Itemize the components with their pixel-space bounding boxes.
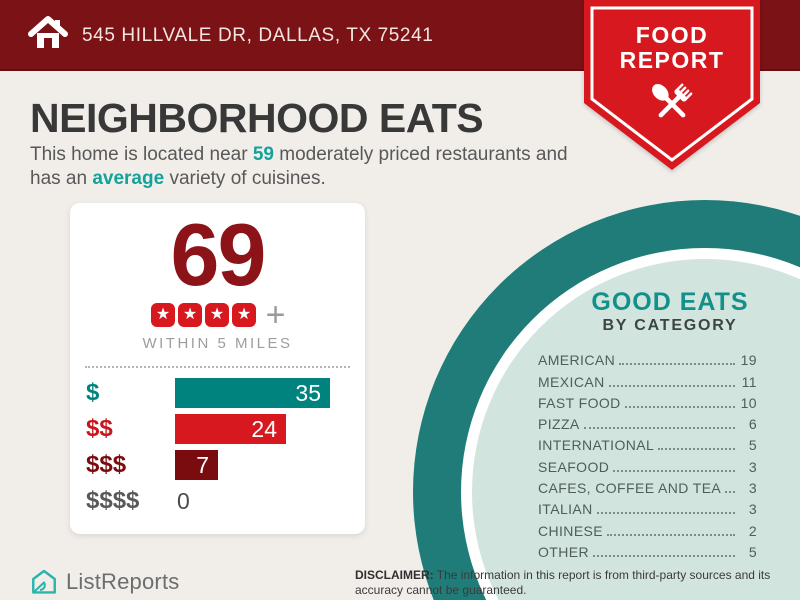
variety-highlight: average <box>92 168 165 189</box>
category-count: 3 <box>748 501 757 518</box>
category-name: INTERNATIONAL <box>538 437 655 454</box>
bar-track: 24 <box>175 414 365 444</box>
category-count: 5 <box>748 437 757 454</box>
category-count: 2 <box>748 522 757 539</box>
category-row: PIZZA 6 <box>538 411 757 432</box>
bar-fill: 24 <box>175 414 286 444</box>
category-row: MEXICAN 11 <box>538 368 757 390</box>
category-name: ITALIAN <box>538 501 593 518</box>
listreports-logo-text: ListReports <box>66 569 180 594</box>
category-row: INTERNATIONAL 5 <box>538 432 757 453</box>
bar-value: 35 <box>295 380 321 406</box>
star-icon: ★ <box>205 303 230 327</box>
category-row: SEAFOOD 3 <box>538 453 757 475</box>
dot-leader <box>624 405 735 408</box>
price-bar-row: $$$ 7 <box>70 447 365 483</box>
restaurant-score: 69 <box>170 205 267 304</box>
bar-track: 7 <box>175 450 365 480</box>
price-level-label: $$$ <box>86 451 127 478</box>
category-name: OTHER <box>538 543 589 560</box>
category-count: 3 <box>748 458 757 475</box>
plus-icon: + <box>265 296 286 334</box>
category-name: AMERICAN <box>538 352 616 369</box>
page-subtitle: This home is located near 59 moderately … <box>30 143 568 191</box>
category-row: CAFES, COFFEE AND TEA 3 <box>538 475 757 496</box>
dot-leader <box>725 491 735 494</box>
category-count: 6 <box>748 416 757 433</box>
category-name: MEXICAN <box>538 373 605 390</box>
category-name: PIZZA <box>538 416 580 433</box>
listreports-logo: ListReports <box>30 568 179 596</box>
badge-title-line1: FOOD <box>635 22 709 48</box>
score-card: 69 ★ ★ ★ ★ + WITHIN 5 MILES $35 $$ 24 $$$ 7 $$$$… <box>70 203 365 534</box>
star-tiles: ★ ★ ★ ★ <box>150 303 258 327</box>
good-eats-subtitle: BY CATEGORY <box>602 317 738 334</box>
price-bar-row: $$ 24 <box>70 411 365 447</box>
category-row: AMERICAN 19 <box>538 347 757 368</box>
dot-leader <box>607 533 735 536</box>
bar-fill: 35 <box>175 378 330 408</box>
category-count: 19 <box>740 352 757 369</box>
bar-value: 7 <box>196 452 209 478</box>
bar-track: 35 <box>175 378 365 408</box>
star-icon: ★ <box>151 303 176 327</box>
subtitle-text: This home is located near <box>30 144 253 165</box>
subtitle-text: variety of cuisines. <box>164 168 326 189</box>
price-level-label: $$ <box>86 415 113 442</box>
category-name: SEAFOOD <box>538 458 610 475</box>
dot-leader <box>613 469 735 472</box>
dot-leader <box>658 448 735 451</box>
bar-fill: 7 <box>175 450 218 480</box>
category-row: CHINESE 2 <box>538 517 757 539</box>
category-name: CAFES, COFFEE AND TEA <box>538 480 722 497</box>
dot-leader <box>608 384 735 387</box>
category-count: 3 <box>748 480 757 497</box>
category-name: CHINESE <box>538 522 604 539</box>
category-count: 5 <box>748 543 757 560</box>
score-caption: WITHIN 5 MILES <box>142 335 293 352</box>
category-row: OTHER 5 <box>538 539 757 560</box>
bar-value: 24 <box>251 416 277 442</box>
price-level-bar-chart: $35 $$ 24 $$$ 7 $$$$ 0 <box>70 375 365 519</box>
price-bar-row: $35 <box>70 375 365 411</box>
house-icon <box>28 16 68 48</box>
price-level-label: $ <box>86 379 100 406</box>
badge-title-line2: REPORT <box>619 47 725 73</box>
disclaimer: DISCLAIMER: The information in this repo… <box>355 568 775 597</box>
badge-ribbon-shape <box>584 0 760 170</box>
dot-leader <box>619 363 735 366</box>
category-name: FAST FOOD <box>538 394 621 411</box>
dot-leader <box>596 512 735 515</box>
category-count: 10 <box>740 394 757 411</box>
dotted-divider <box>85 366 350 368</box>
star-icon: ★ <box>178 303 203 327</box>
star-icon: ★ <box>232 303 257 327</box>
restaurant-count-highlight: 59 <box>252 144 274 165</box>
disclaimer-label: DISCLAIMER: <box>355 568 434 582</box>
dot-leader <box>583 427 735 430</box>
utensils-crossed-icon <box>652 83 693 118</box>
good-eats-title: GOOD EATS <box>591 288 749 316</box>
category-row: ITALIAN 3 <box>538 496 757 517</box>
price-level-label: $$$$ <box>86 487 140 514</box>
price-bar-row: $$$$ 0 <box>70 483 365 519</box>
page-title: NEIGHBORHOOD EATS <box>30 95 484 141</box>
food-report-badge: FOOD REPORT <box>584 0 760 172</box>
subtitle-text: moderately priced restaurants and <box>273 144 568 165</box>
category-count: 11 <box>741 373 757 390</box>
category-row: FAST FOOD 10 <box>538 390 757 411</box>
property-address: 545 HILLVALE DR, DALLAS, TX 75241 <box>82 25 434 46</box>
bar-value-zero: 0 <box>177 488 190 514</box>
bar-track: 0 <box>175 486 365 516</box>
disclaimer-text: The information in this report is from t… <box>355 568 771 597</box>
star-rating: ★ ★ ★ ★ + <box>70 296 365 334</box>
dot-leader <box>593 554 735 557</box>
listreports-logo-icon <box>32 569 56 594</box>
category-list: AMERICAN 19 MEXICAN 11 FAST FOOD 10 PIZZA 6 INTE… <box>538 347 757 560</box>
subtitle-text: has an <box>30 168 93 189</box>
